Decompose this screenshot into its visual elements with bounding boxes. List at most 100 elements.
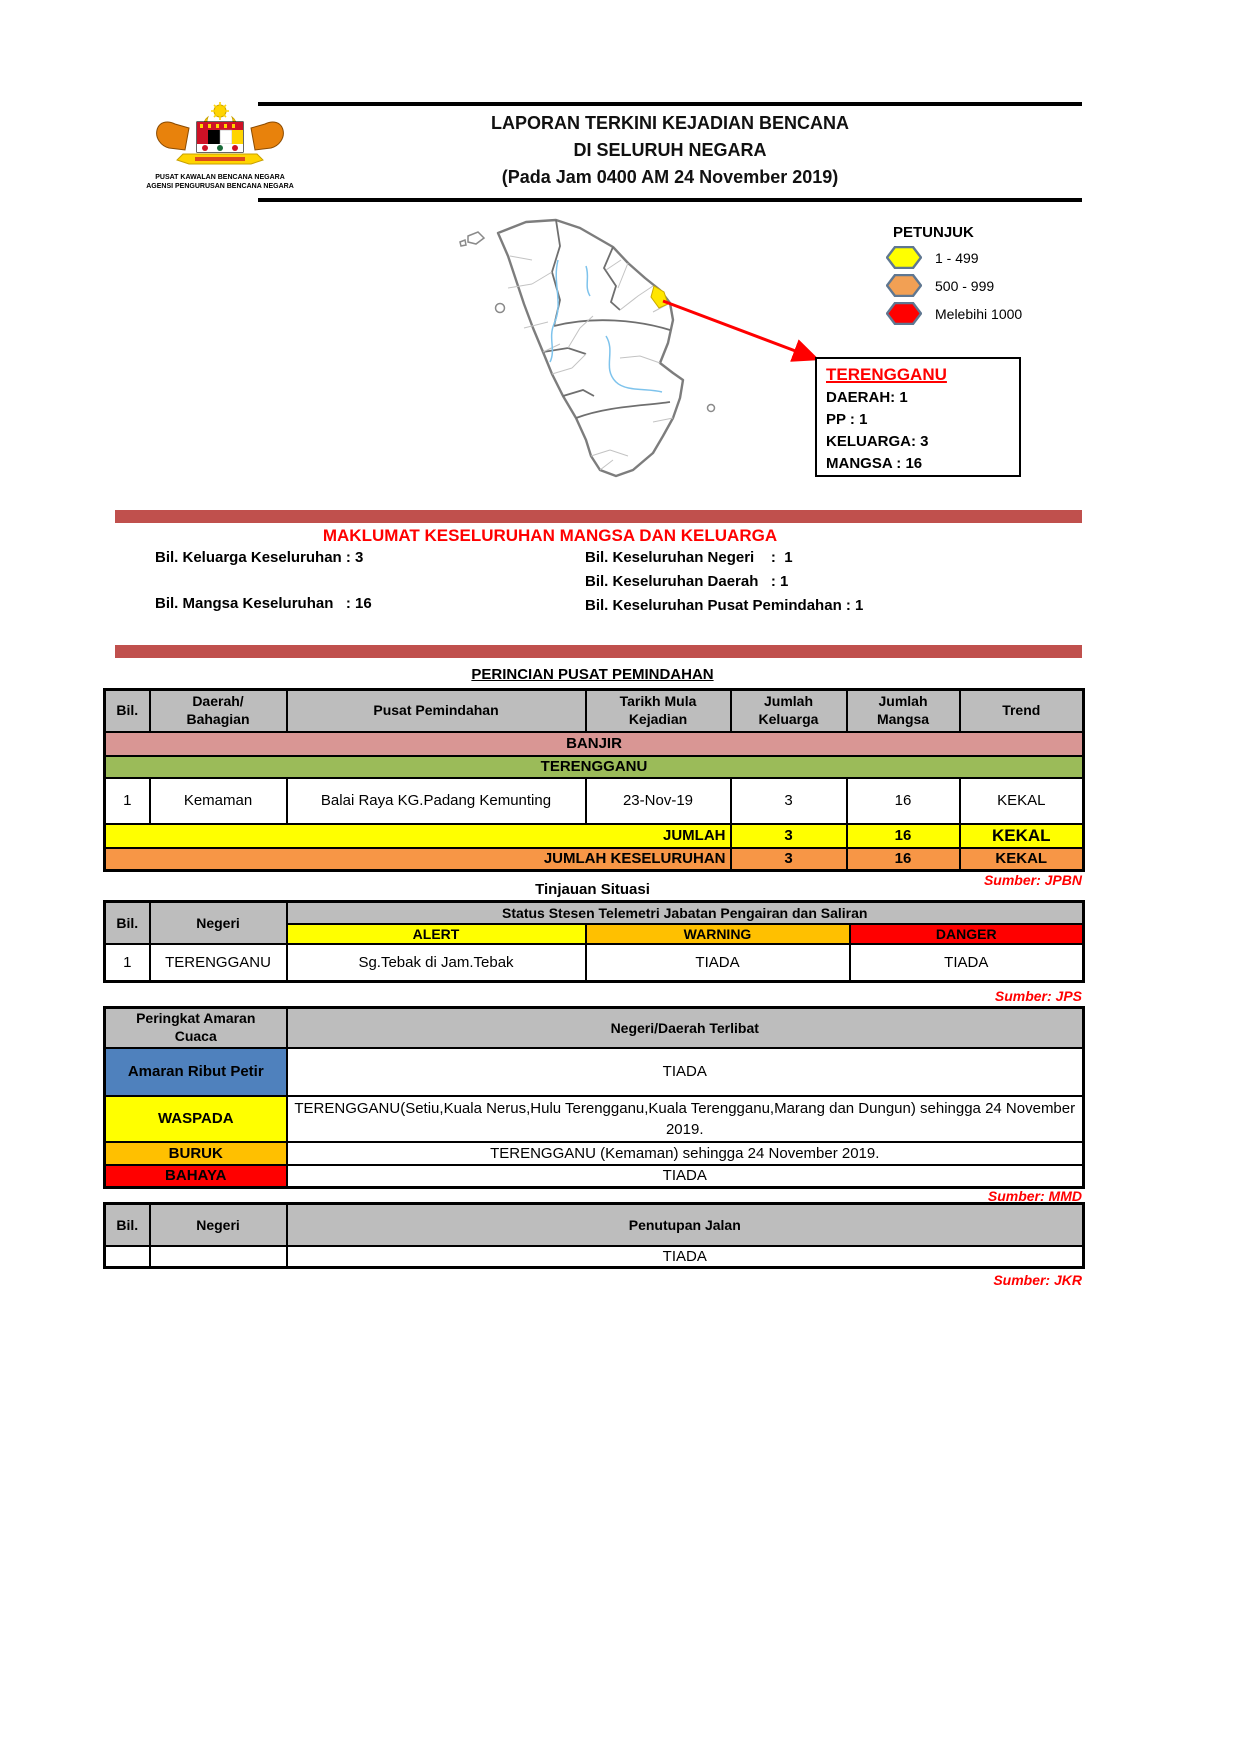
report-title-line3: (Pada Jam 0400 AM 24 November 2019) (501, 167, 839, 187)
weather-text-waspada: TERENGGANU(Setiu,Kuala Nerus,Hulu Tereng… (285, 1094, 1085, 1143)
source-jkr: Sumber: JKR (993, 1272, 1082, 1288)
report-title-line1: LAPORAN TERKINI KEJADIAN BENCANA (490, 113, 849, 133)
col-bil: Bil. (103, 688, 151, 733)
tinjauan-title: Tinjauan Situasi (535, 881, 650, 898)
col-keluarga: Jumlah Keluarga (729, 688, 848, 733)
report-title: LAPORAN TERKINI KEJADIAN BENCANA DI SELU… (258, 110, 1082, 191)
tinjauan-warning-value: TIADA (584, 942, 851, 983)
jumlah-mangsa: 16 (845, 822, 961, 849)
weather-label-ribut-petir: Amaran Ribut Petir (103, 1046, 288, 1097)
road-text: TIADA (285, 1244, 1085, 1269)
weather-row-bahaya: BAHAYA TIADA (103, 1163, 1085, 1189)
legend-title: PETUNJUK (893, 224, 974, 241)
source-mmd: Sumber: MMD (987, 1188, 1082, 1204)
legend-hexagon-red (886, 302, 922, 325)
tinjauan-bil: 1 (103, 942, 151, 983)
state-row-terengganu: TERENGGANU (103, 754, 1085, 779)
tinjauan-col-bil: Bil. (103, 900, 151, 945)
callout-mangsa: MANGSA : 16 (826, 455, 923, 472)
col-pusat: Pusat Pemindahan (285, 688, 587, 733)
callout-keluarga: KELUARGA: 3 (826, 433, 929, 450)
col-trend: Trend (958, 688, 1085, 733)
legend-label-1: 1 - 499 (935, 249, 979, 266)
tioman-island (706, 403, 716, 413)
legend-item-2: 500 - 999 (886, 274, 994, 297)
legend-label-2: 500 - 999 (935, 277, 995, 294)
map-callout-arrow (662, 299, 820, 362)
langkawi-island (467, 231, 486, 245)
perincian-header-row: Bil. Daerah/ Bahagian Pusat Pemindahan T… (103, 688, 1085, 733)
weather-row-ribut-petir: Amaran Ribut Petir TIADA (103, 1046, 1085, 1097)
subheader-danger: DANGER (848, 922, 1085, 945)
road-col-jalan: Penutupan Jalan (285, 1202, 1085, 1247)
callout-daerah: DAERAH: 1 (826, 389, 908, 406)
road-data-row: TIADA (103, 1244, 1085, 1269)
legend-item-3: Melebihi 1000 (886, 302, 1022, 325)
jumlah-trend: KEKAL (958, 822, 1085, 849)
subheader-warning: WARNING (584, 922, 851, 945)
weather-col-level: Peringkat Amaran Cuaca (103, 1006, 288, 1049)
logo-caption-line1: PUSAT KAWALAN BENCANA NEGARA (155, 174, 285, 181)
road-header-row: Bil. Negeri Penutupan Jalan (103, 1202, 1085, 1247)
perincian-title: PERINCIAN PUSAT PEMINDAHAN (471, 666, 714, 683)
col-daerah: Daerah/ Bahagian (148, 688, 288, 733)
stat-keseluruhan-daerah: Bil. Keseluruhan Daerah : 1 (585, 573, 789, 590)
subheader-alert: ALERT (285, 922, 587, 945)
cell-bil: 1 (103, 776, 151, 825)
tinjauan-table: Bil. Negeri Status Stesen Telemetri Jaba… (103, 900, 1086, 983)
tinjauan-danger-value: TIADA (848, 942, 1085, 983)
road-col-negeri: Negeri (148, 1202, 288, 1247)
jumlah-keluarga: 3 (729, 822, 848, 849)
section-divider-bar-1 (115, 510, 1082, 523)
stat-keseluruhan-negeri: Bil. Keseluruhan Negeri : 1 (585, 549, 793, 566)
jumlah-keseluruhan-trend: KEKAL (958, 846, 1085, 872)
coat-of-arms-logo (156, 102, 284, 165)
perincian-table: Bil. Daerah/ Bahagian Pusat Pemindahan T… (103, 688, 1085, 872)
weather-text-buruk: TERENGGANU (Kemaman) sehingga 24 Novembe… (285, 1140, 1085, 1166)
agency-logo-block: PUSAT KAWALAN BENCANA NEGARA AGENSI PENG… (145, 102, 295, 191)
header-top-rule (258, 102, 1082, 106)
cell-pusat: Balai Raya KG.Padang Kemunting (285, 776, 587, 825)
weather-text-ribut-petir: TIADA (285, 1046, 1085, 1097)
stat-keluarga-keseluruhan: Bil. Keluarga Keseluruhan : 3 (155, 549, 364, 566)
stat-mangsa-keseluruhan: Bil. Mangsa Keseluruhan : 16 (155, 595, 372, 612)
weather-label-buruk: BURUK (103, 1140, 288, 1166)
state-terengganu-label: TERENGGANU (103, 754, 1085, 779)
weather-header-row: Peringkat Amaran Cuaca Negeri/Daerah Ter… (103, 1006, 1085, 1049)
table-row: 1 Kemaman Balai Raya KG.Padang Kemunting… (103, 776, 1085, 825)
weather-text-bahaya: TIADA (285, 1163, 1085, 1189)
report-title-line2: DI SELURUH NEGARA (573, 140, 767, 160)
jumlah-row: JUMLAH 3 16 KEKAL (103, 822, 1085, 849)
jumlah-keseluruhan-row: JUMLAH KESELURUHAN 3 16 KEKAL (103, 846, 1085, 872)
legend-label-3: Melebihi 1000 (935, 305, 1023, 322)
terengganu-callout-box: TERENGGANU DAERAH: 1 PP : 1 KELUARGA: 3 … (815, 357, 1021, 477)
logo-caption-line2: AGENSI PENGURUSAN BENCANA NEGARA (146, 183, 294, 190)
cell-tarikh: 23-Nov-19 (584, 776, 732, 825)
callout-pp: PP : 1 (826, 411, 868, 428)
legend-hexagon-orange (886, 274, 922, 297)
category-banjir-label: BANJIR (103, 730, 1085, 757)
weather-label-waspada: WASPADA (103, 1094, 288, 1143)
penang-island (494, 302, 506, 314)
peninsula-outline (496, 218, 685, 478)
tinjauan-negeri: TERENGGANU (148, 942, 288, 983)
road-col-bil: Bil. (103, 1202, 151, 1247)
jumlah-keseluruhan-label: JUMLAH KESELURUHAN (103, 846, 732, 872)
weather-row-buruk: BURUK TERENGGANU (Kemaman) sehingga 24 N… (103, 1140, 1085, 1166)
cell-daerah: Kemaman (148, 776, 288, 825)
source-jps: Sumber: JPS (994, 988, 1082, 1004)
col-tarikh: Tarikh Mula Kejadian (584, 688, 732, 733)
small-island-nw (459, 238, 467, 247)
weather-row-waspada: WASPADA TERENGGANU(Setiu,Kuala Nerus,Hul… (103, 1094, 1085, 1143)
tinjauan-subheader-row: ALERT WARNING DANGER (105, 922, 1085, 945)
cell-mangsa: 16 (845, 776, 961, 825)
legend-item-1: 1 - 499 (886, 246, 979, 269)
jumlah-keseluruhan-mangsa: 16 (845, 846, 961, 872)
road-bil (103, 1244, 151, 1269)
tinjauan-header-row: Bil. Negeri Status Stesen Telemetri Jaba… (103, 900, 1085, 945)
stat-keseluruhan-pp: Bil. Keseluruhan Pusat Pemindahan : 1 (585, 597, 864, 614)
tinjauan-span-header: Status Stesen Telemetri Jabatan Pengaira… (285, 900, 1085, 925)
col-mangsa: Jumlah Mangsa (845, 688, 961, 733)
road-table: Bil. Negeri Penutupan Jalan TIADA (103, 1202, 1085, 1269)
